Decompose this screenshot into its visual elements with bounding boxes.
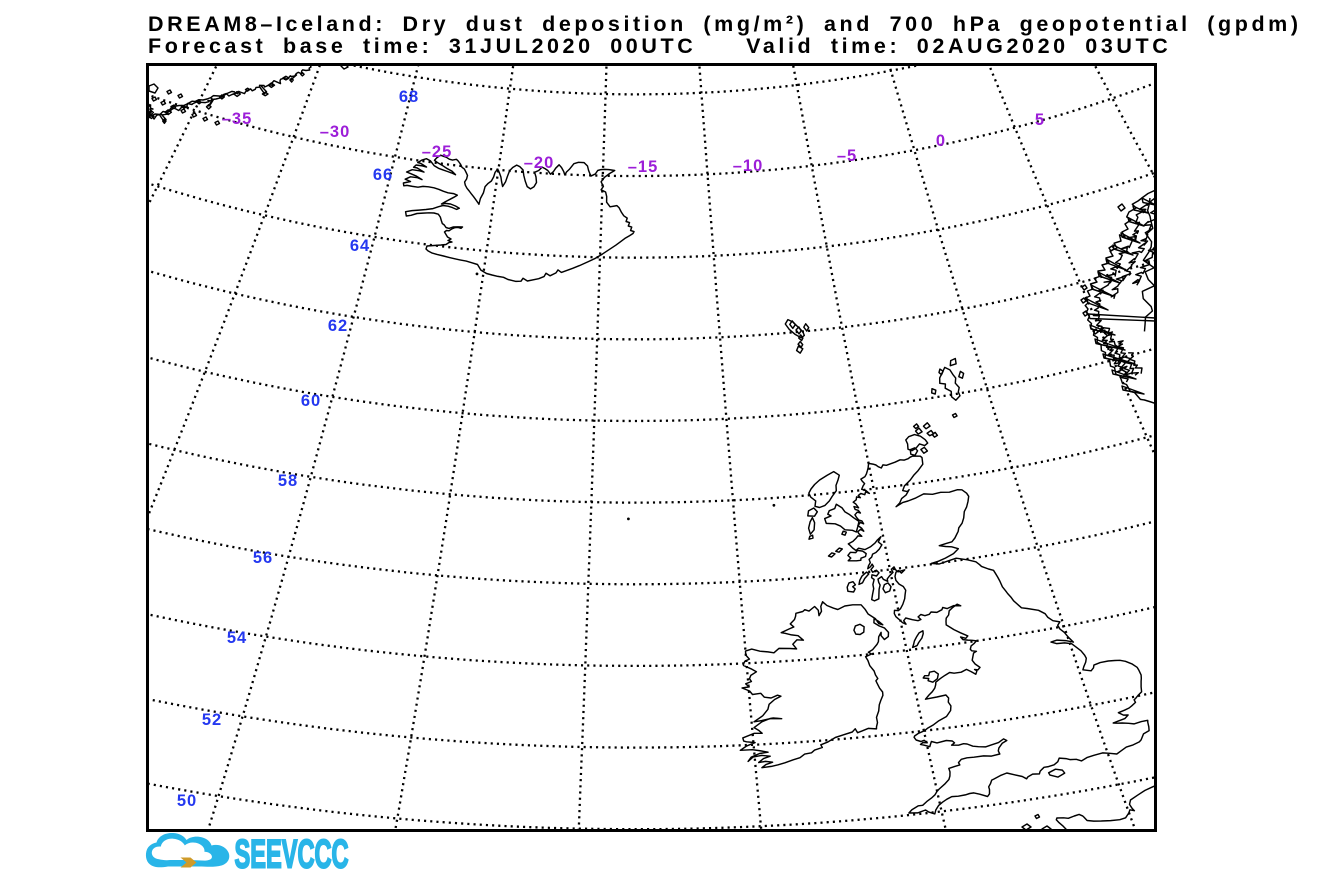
svg-text:56: 56 bbox=[253, 549, 273, 567]
svg-text:62: 62 bbox=[328, 317, 348, 335]
svg-text:DREAM8–Iceland: Dry dust depos: DREAM8–Iceland: Dry dust deposition (mg/… bbox=[148, 12, 1302, 36]
svg-text:–15: –15 bbox=[628, 158, 659, 176]
svg-text:52: 52 bbox=[202, 711, 222, 729]
svg-text:–10: –10 bbox=[733, 157, 764, 175]
svg-text:–20: –20 bbox=[524, 154, 555, 172]
svg-text:54: 54 bbox=[227, 629, 247, 647]
svg-text:–35: –35 bbox=[222, 110, 253, 128]
svg-text:50: 50 bbox=[177, 792, 197, 810]
svg-text:SEEVCCC: SEEVCCC bbox=[235, 831, 349, 876]
svg-text:5: 5 bbox=[1035, 111, 1045, 129]
svg-text:64: 64 bbox=[350, 237, 370, 255]
svg-text:0: 0 bbox=[936, 132, 946, 150]
svg-text:–5: –5 bbox=[837, 147, 857, 165]
svg-text:Forecast base time: 31JUL2020: Forecast base time: 31JUL2020 00UTC Vali… bbox=[148, 34, 1171, 58]
svg-text:60: 60 bbox=[301, 392, 321, 410]
svg-text:58: 58 bbox=[278, 472, 298, 490]
svg-text:–30: –30 bbox=[320, 123, 351, 141]
svg-text:66: 66 bbox=[373, 166, 393, 184]
svg-text:68: 68 bbox=[399, 88, 419, 106]
svg-text:–25: –25 bbox=[422, 143, 453, 161]
